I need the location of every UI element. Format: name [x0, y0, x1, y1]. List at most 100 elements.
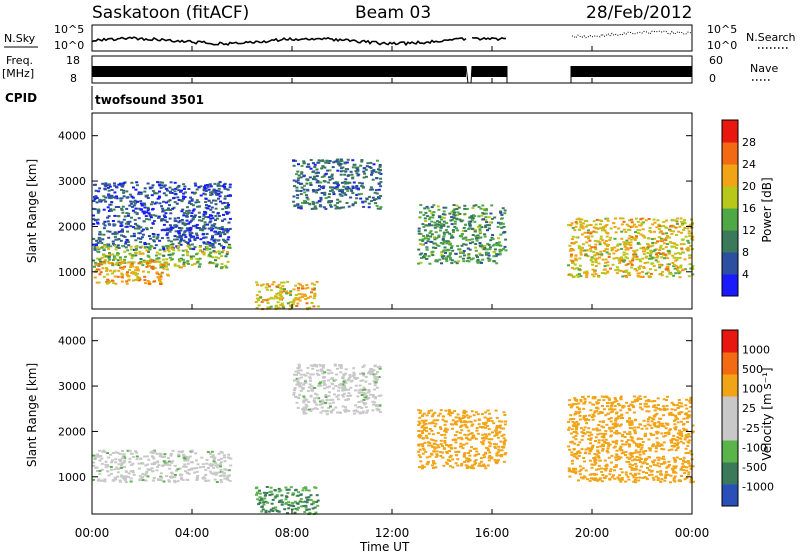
vel-cell: [104, 460, 108, 463]
power-cell: [351, 192, 355, 195]
vel-cell: [617, 457, 621, 460]
vel-cell: [444, 429, 447, 432]
power-cell: [356, 166, 360, 169]
power-cell: [679, 252, 682, 255]
power-cell: [331, 166, 335, 169]
vel-cell: [92, 461, 96, 464]
power-cell: [212, 224, 216, 227]
power-cell: [571, 238, 574, 241]
power-cell: [368, 195, 371, 198]
vel-cell: [638, 459, 641, 461]
vel-cell: [656, 479, 660, 482]
vel-cell: [644, 435, 647, 438]
vel-cell: [630, 439, 634, 442]
vel-cell: [162, 460, 166, 463]
vel-cell: [268, 490, 272, 493]
power-cell: [639, 217, 643, 220]
power-cell: [495, 262, 499, 265]
vel-cell: [319, 368, 323, 371]
power-cell: [173, 235, 177, 238]
power-cell: [198, 246, 202, 248]
freq-strip: Freq. [MHz] 18 8 60 0 Nave: [2, 54, 778, 85]
power-cell: [148, 262, 152, 264]
power-cell: [195, 199, 199, 202]
power-cell: [356, 169, 360, 172]
power-cell: [218, 252, 222, 255]
vel-cell: [371, 395, 375, 398]
vel-cell: [638, 469, 642, 472]
vel-cell: [573, 413, 577, 416]
power-cell: [203, 221, 207, 224]
power-cell: [223, 195, 227, 198]
vel-cell: [685, 429, 689, 432]
power-cell: [353, 166, 357, 169]
vel-cell: [128, 460, 132, 463]
vel-cell: [607, 418, 611, 420]
vel-cell: [486, 420, 490, 423]
power-cell: [423, 237, 427, 240]
power-cell: [277, 292, 281, 295]
power-cell: [136, 200, 139, 203]
vel-cell: [684, 469, 688, 472]
power-cell: [426, 207, 430, 210]
power-cell: [296, 203, 300, 206]
power-cell: [493, 250, 497, 253]
power-cell: [368, 188, 372, 191]
vel-cell: [620, 414, 623, 417]
power-cell: [600, 254, 604, 257]
power-cell: [344, 193, 348, 196]
power-cell: [141, 210, 145, 213]
vel-cell: [421, 432, 425, 434]
vel-cell: [575, 432, 579, 435]
power-cell: [638, 224, 641, 227]
vel-cell: [587, 418, 591, 421]
power-cell: [95, 197, 99, 199]
power-cell: [159, 186, 163, 189]
power-cell: [294, 284, 298, 287]
power-cell: [600, 229, 604, 232]
vel-cell: [188, 455, 192, 458]
power-cell: [657, 252, 661, 254]
power-cell: [425, 224, 429, 227]
y-tick-label: 4000: [58, 130, 86, 143]
vel-cell: [362, 373, 366, 376]
power-cell: [109, 245, 113, 248]
vel-cell: [503, 420, 507, 423]
power-cell: [341, 166, 345, 169]
vel-cell: [466, 438, 470, 441]
power-cell: [430, 224, 433, 227]
power-cell: [143, 187, 147, 190]
vel-cell: [484, 451, 488, 454]
power-cell: [201, 229, 205, 232]
vel-cell: [576, 423, 580, 426]
vel-cell: [640, 446, 644, 449]
power-cell: [594, 253, 598, 256]
power-cell: [675, 256, 679, 259]
power-cell: [105, 280, 109, 283]
vel-cell: [357, 391, 361, 394]
power-cell: [185, 227, 189, 230]
vel-cell: [222, 474, 226, 477]
power-cell: [376, 159, 379, 162]
power-cell: [214, 199, 218, 202]
vel-cell: [578, 465, 582, 468]
power-cell: [579, 275, 583, 278]
power-cell: [492, 260, 496, 263]
vel-cell: [427, 412, 431, 415]
power-cell: [130, 248, 133, 251]
power-cell: [417, 262, 421, 265]
power-cell: [197, 186, 201, 189]
power-cell: [440, 216, 444, 219]
power-cell: [117, 220, 121, 223]
power-cell: [320, 167, 324, 170]
power-cell: [201, 217, 205, 220]
vel-cell: [195, 470, 199, 473]
vel-cell: [169, 471, 173, 474]
vel-cell: [573, 442, 577, 445]
vel-cell: [491, 431, 494, 434]
power-cell: [577, 273, 581, 276]
vel-cell: [365, 395, 369, 397]
power-cell: [340, 190, 344, 193]
power-cell: [319, 181, 323, 184]
vel-cell: [302, 409, 306, 412]
